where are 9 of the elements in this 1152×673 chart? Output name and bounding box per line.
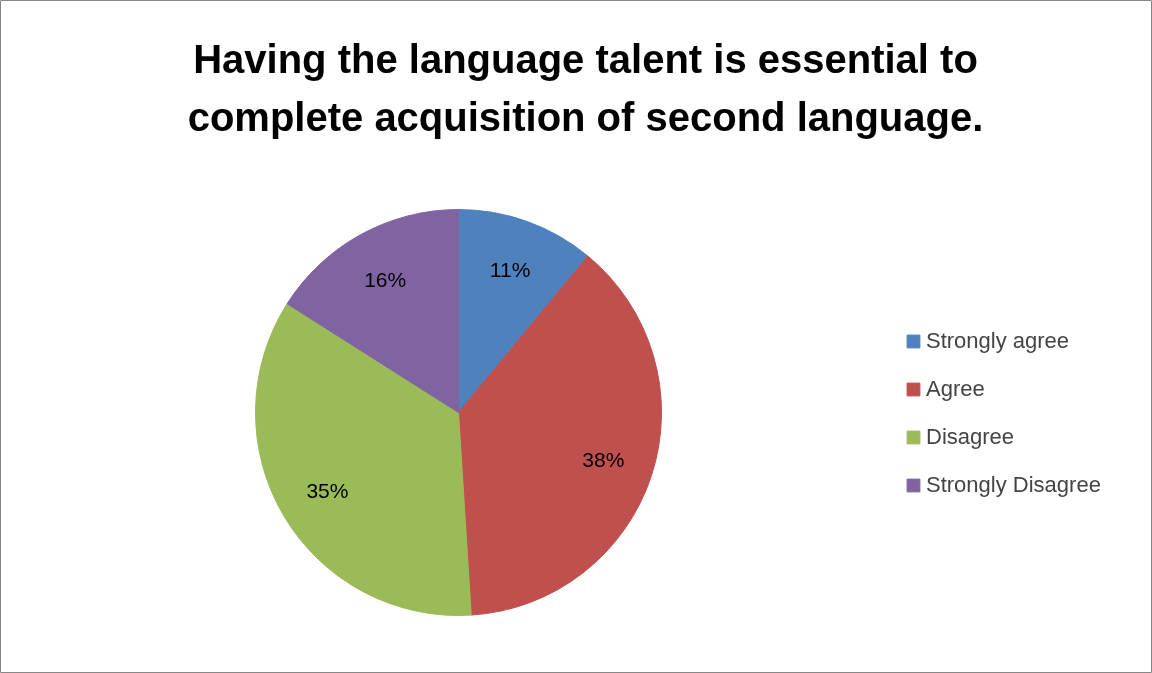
chart-title: Having the language talent is essential to complete acquisition of second language.: [187, 36, 984, 139]
data-label: 35%: [306, 478, 349, 502]
legend-label: Disagree: [926, 424, 1015, 450]
data-label: 38%: [582, 448, 625, 472]
legend-label: Strongly agree: [926, 328, 1070, 354]
data-label: 11%: [489, 257, 531, 281]
legend-label: Agree: [926, 376, 985, 402]
legend-label: Strongly Disagree: [926, 472, 1101, 498]
data-label: 16%: [364, 267, 407, 291]
